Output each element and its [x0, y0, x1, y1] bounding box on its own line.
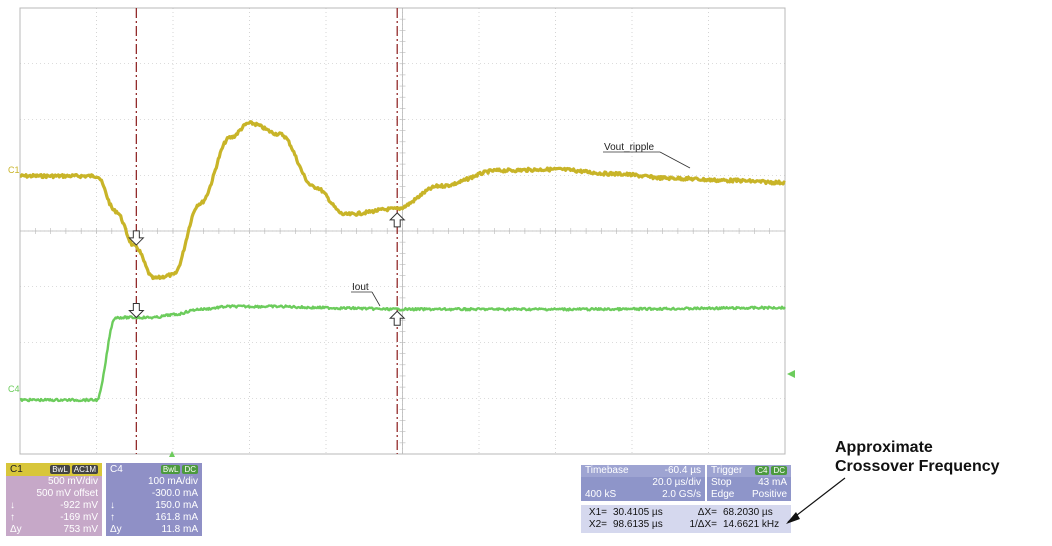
c4-row-value: 161.8 mA: [155, 512, 198, 523]
x1-label: X1=: [588, 507, 607, 518]
cursor-x2-iout-arrow[interactable]: [388, 310, 406, 326]
c1-row-label: ↑: [10, 512, 15, 523]
annotation-line1: Approximate: [835, 439, 933, 456]
cursor-x1-iout-arrow[interactable]: [128, 303, 145, 319]
c4-row-label: ↑: [110, 512, 115, 523]
trigger-row-label: Edge: [711, 489, 735, 500]
c4-panel-values: 100 mA/div -300.0 mA ↓ 150.0 mA ↑ 161.8 mA…: [106, 476, 202, 536]
trigger-level-marker[interactable]: [787, 370, 795, 378]
trigger-label: Trigger: [711, 465, 743, 476]
c1-row-label: Δy: [10, 524, 22, 535]
timebase-row-value: 20.0 µs/div: [652, 477, 701, 488]
timebase-row-label: 400 kS: [585, 489, 617, 500]
trigger-row-label: Stop: [711, 477, 732, 488]
c1-row-value: 500 mV/div: [47, 476, 98, 487]
cursor-readout: X1= 30.4105 µs ΔX= 68.2030 µs X2= 98.613…: [581, 505, 791, 533]
dx-value: 68.2030 µs: [723, 507, 773, 518]
c1-row-value: 500 mV offset: [36, 488, 98, 499]
timebase-panel[interactable]: Timebase -60.4 µs 20.0 µs/div 400 kS 2.0 G…: [581, 465, 705, 501]
c1-coupling-badge: AC1M: [71, 465, 98, 474]
trigger-position-marker[interactable]: [169, 451, 175, 457]
c1-row-value: -169 mV: [60, 512, 98, 523]
c4-row-label: ↓: [110, 500, 115, 511]
c4-row-value: 150.0 mA: [155, 500, 198, 511]
markers: [128, 151, 795, 457]
traces: [19, 120, 786, 403]
iout-label: Iout: [352, 282, 369, 293]
cursor-x1-vout-arrow[interactable]: [128, 230, 145, 246]
c4-coupling-badge: DC: [182, 465, 198, 474]
c4-row-label: Δy: [110, 524, 122, 535]
c1-panel-name: C1: [10, 464, 23, 475]
c1-row-value: 753 mV: [63, 524, 98, 535]
trigger-panel[interactable]: Trigger C4 DC Stop 43 mA Edge Positive: [707, 465, 791, 501]
inverse-dx-label: 1/ΔX=: [689, 519, 717, 530]
trigger-row-value: 43 mA: [758, 477, 787, 488]
c4-row-value: 11.8 mA: [161, 524, 199, 535]
inverse-dx-value: 14.6621 kHz: [723, 519, 780, 530]
c1-channel-panel[interactable]: C1 BwL AC1M 500 mV/div 500 mV offset ↓ -92…: [6, 463, 102, 536]
vout-ripple-trace: [19, 120, 786, 281]
c4-row-value: 100 mA/div: [147, 476, 198, 487]
c1-row-label: ↓: [10, 500, 15, 511]
c1-row-value: -922 mV: [60, 500, 98, 511]
annotation-line2: Crossover Frequency: [835, 458, 1000, 475]
x1-value: 30.4105 µs: [613, 507, 663, 518]
trigger-coupling-badge: DC: [771, 466, 787, 475]
c4-bw-badge: BwL: [160, 465, 181, 474]
crossover-annotation: Approximate Crossover Frequency: [835, 438, 1000, 476]
timebase-delay: -60.4 µs: [664, 465, 701, 476]
c1-bw-badge: BwL: [50, 465, 70, 474]
iout-label-leader: [371, 291, 381, 307]
x2-value: 98.6135 µs: [613, 519, 663, 530]
dx-label: ΔX=: [697, 507, 717, 518]
x2-label: X2=: [588, 519, 607, 530]
c4-channel-marker: C4: [8, 384, 20, 394]
trigger-row-value: Positive: [751, 489, 787, 500]
grid: [19, 7, 786, 455]
c4-row-value: -300.0 mA: [151, 488, 198, 499]
c1-panel-values: 500 mV/div 500 mV offset ↓ -922 mV ↑ -169 …: [6, 476, 102, 536]
c1-channel-marker: C1: [8, 165, 20, 175]
vout-label-leader: [659, 151, 691, 169]
trigger-source-badge: C4: [755, 466, 770, 475]
c4-channel-panel[interactable]: C4 BwL DC 100 mA/div -300.0 mA ↓ 150.0 mA …: [106, 463, 202, 536]
c4-panel-name: C4: [110, 464, 123, 475]
cursor-x2-vout-arrow[interactable]: [388, 212, 406, 228]
timebase-row-value: 2.0 GS/s: [662, 489, 701, 500]
iout-trace: [19, 304, 786, 403]
vout-label: Vout_ripple: [604, 142, 654, 153]
timebase-label: Timebase: [585, 465, 629, 476]
